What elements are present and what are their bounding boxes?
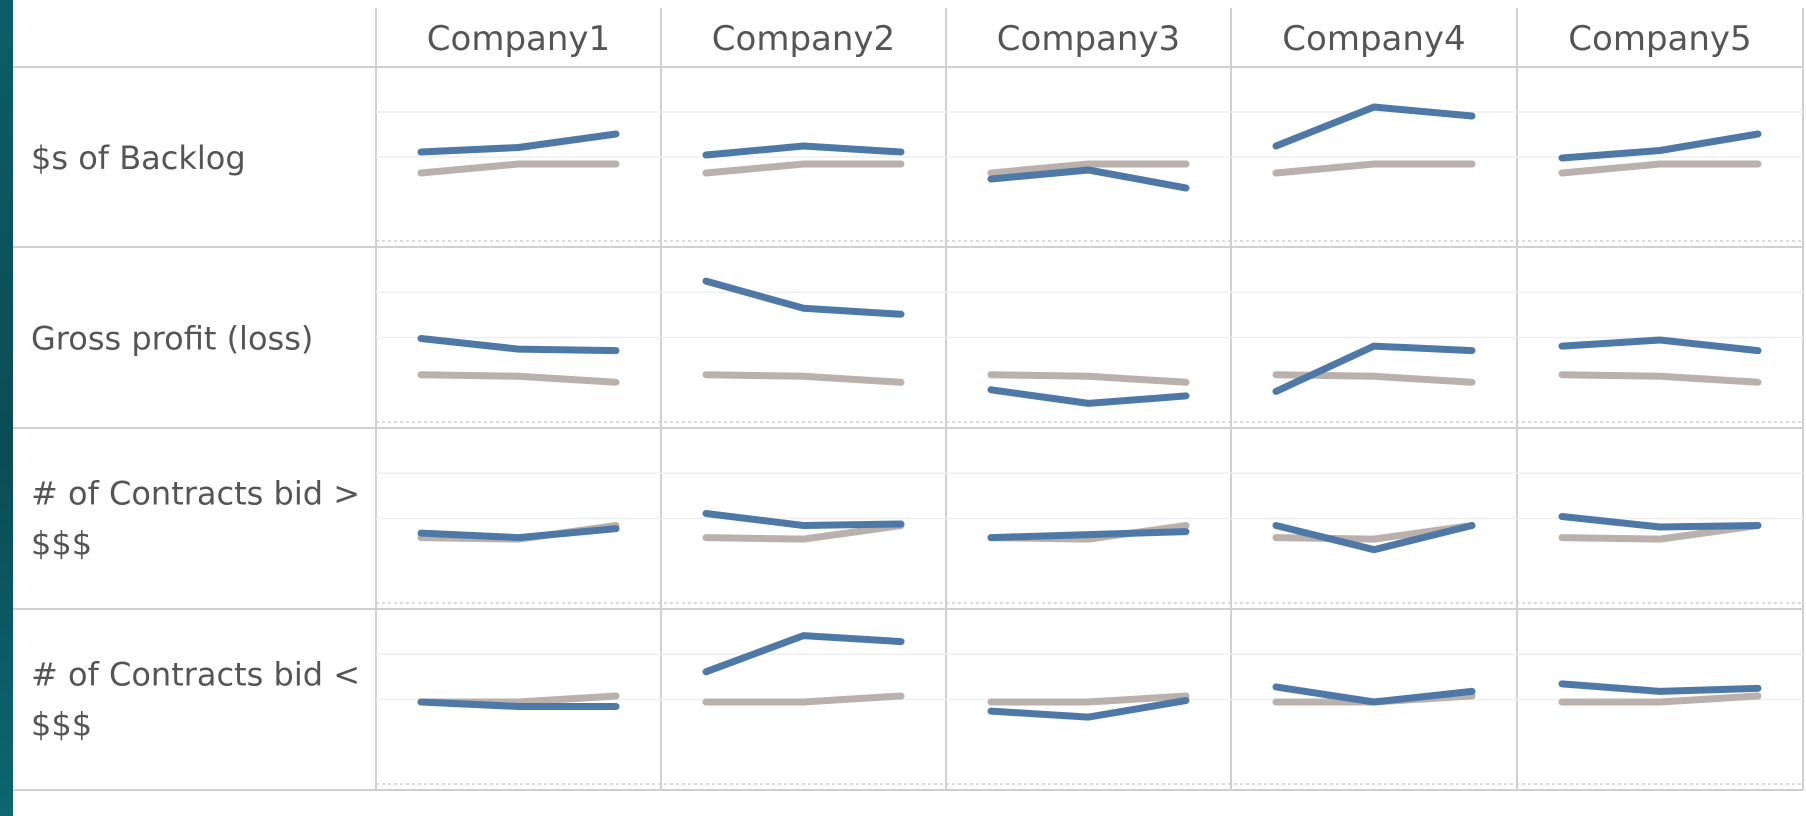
company-sparkline-company1: [417, 698, 620, 710]
column-header-company1: Company1: [427, 19, 610, 59]
benchmark-sparkline-company3: [987, 160, 1190, 177]
company-sparkline-company4: [1272, 103, 1476, 150]
benchmark-sparkline-company4: [1272, 160, 1476, 177]
column-header-company5: Company5: [1568, 19, 1751, 59]
sparkline-table-panel: Company1 Company2 Company3 Company4 Company5…: [13, 0, 1806, 816]
company-sparkline-company5: [1558, 680, 1762, 695]
company-sparkline-company4: [1272, 342, 1476, 395]
benchmark-sparkline-company5: [1558, 371, 1762, 386]
column-header-company3: Company3: [997, 19, 1180, 59]
benchmark-sparkline-company5: [1558, 692, 1762, 706]
row-label: # of Contracts bid >: [31, 475, 360, 513]
row-label: $s of Backlog: [31, 139, 246, 177]
row-label: $$$: [31, 525, 92, 563]
company-sparkline-company2: [702, 277, 905, 318]
company-sparkline-company2: [702, 510, 905, 529]
company-sparkline-company4: [1272, 522, 1476, 554]
company-sparkline-company5: [1558, 336, 1762, 355]
company-sparkline-company3: [987, 528, 1190, 542]
company-sparkline-company4: [1272, 683, 1476, 706]
company-sparkline-company3: [987, 166, 1190, 192]
benchmark-sparkline-company2: [702, 692, 905, 706]
company-sparkline-company1: [417, 130, 620, 156]
company-sparkline-company1: [417, 335, 620, 355]
dashboard-background-strip: [0, 0, 13, 816]
company-sparkline-company2: [702, 142, 905, 159]
company-sparkline-company3: [987, 697, 1190, 721]
company-sparkline-company3: [987, 386, 1190, 407]
company-sparkline-company2: [702, 632, 905, 676]
sparkline-table-chart: Company1 Company2 Company3 Company4 Company5…: [13, 8, 1804, 791]
row-label: Gross profit (loss): [31, 320, 313, 358]
benchmark-sparkline-company1: [417, 160, 620, 177]
benchmark-sparkline-company2: [702, 522, 905, 543]
benchmark-sparkline-company5: [1558, 522, 1762, 543]
company-sparkline-company5: [1558, 130, 1762, 162]
benchmark-sparkline-company2: [702, 160, 905, 177]
company-sparkline-company5: [1558, 513, 1762, 531]
benchmark-sparkline-company5: [1558, 160, 1762, 177]
benchmark-sparkline-company3: [987, 692, 1190, 706]
company-sparkline-company1: [417, 525, 620, 542]
row-label: $$$: [31, 706, 92, 744]
row-label: # of Contracts bid <: [31, 656, 360, 694]
column-header-company2: Company2: [712, 19, 895, 59]
column-header-company4: Company4: [1282, 19, 1465, 59]
benchmark-sparkline-company1: [417, 371, 620, 386]
benchmark-sparkline-company3: [987, 371, 1190, 386]
benchmark-sparkline-company2: [702, 371, 905, 386]
